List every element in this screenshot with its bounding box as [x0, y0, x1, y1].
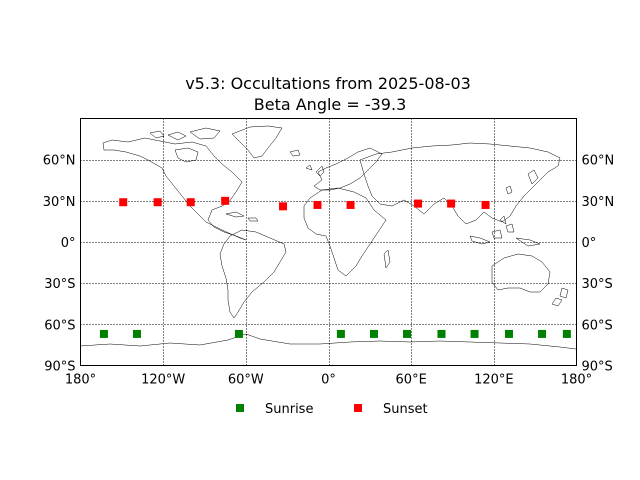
y-tick-label-right: 90°S: [582, 360, 613, 375]
sunset-marker: [447, 199, 456, 208]
sunset-marker: [313, 200, 322, 209]
coastline-map: [79, 125, 577, 350]
legend-sunset-label: Sunset: [383, 402, 428, 417]
sunrise-marker: [369, 329, 378, 338]
sunset-marker: [346, 200, 355, 209]
x-tick-label: 60°E: [396, 373, 427, 388]
y-tick-label-right: 30°S: [582, 277, 613, 292]
sunrise-marker: [132, 329, 141, 338]
x-tick-label: 180°: [561, 373, 592, 388]
legend-sunset-marker: [354, 404, 362, 412]
sunrise-marker: [538, 329, 547, 338]
sunrise-marker: [470, 329, 479, 338]
y-tick-label-left: 30°S: [44, 277, 75, 292]
y-tick-label-right: 60°S: [582, 318, 613, 333]
sunset-marker: [186, 198, 195, 207]
sunset-marker: [221, 196, 230, 205]
chart-subtitle: Beta Angle = -39.3: [254, 95, 407, 114]
sunset-marker: [153, 198, 162, 207]
y-tick-label-right: 30°N: [582, 195, 615, 210]
sunrise-marker: [99, 329, 108, 338]
x-tick-label: 0°: [321, 373, 336, 388]
x-tick-label: 60°W: [228, 373, 264, 388]
x-tick-label: 180°: [65, 373, 96, 388]
data-markers: [99, 196, 571, 338]
y-tick-label-left: 60°N: [43, 154, 76, 169]
y-tick-label-left: 0°: [61, 236, 76, 251]
sunrise-marker: [437, 329, 446, 338]
sunrise-marker: [403, 329, 412, 338]
plot-frame: [80, 118, 577, 366]
sunrise-marker: [562, 329, 571, 338]
y-tick-label-left: 30°N: [43, 195, 76, 210]
x-tick-label: 120°E: [474, 373, 514, 388]
y-tick-label-left: 90°S: [44, 360, 75, 375]
sunset-marker: [481, 200, 490, 209]
legend-sunrise-marker: [236, 404, 244, 412]
sunrise-marker: [234, 329, 243, 338]
y-tick-label-left: 60°S: [44, 318, 75, 333]
sunrise-marker: [336, 329, 345, 338]
sunset-marker: [414, 199, 423, 208]
legend: Sunrise Sunset: [236, 402, 428, 417]
y-tick-label-right: 0°: [582, 236, 597, 251]
x-tick-label: 120°W: [141, 373, 185, 388]
sunrise-marker: [504, 329, 513, 338]
sunset-marker: [279, 202, 288, 211]
chart-title: v5.3: Occultations from 2025-08-03: [185, 74, 471, 93]
legend-sunrise-label: Sunrise: [265, 402, 313, 417]
grid-lines: [80, 118, 577, 366]
sunset-marker: [119, 198, 128, 207]
y-tick-label-right: 60°N: [582, 154, 615, 169]
axis-ticks: 180° 120°W 60°W 0° 60°E 120°E 180° 60°N 60°N 30°N…: [43, 154, 615, 388]
